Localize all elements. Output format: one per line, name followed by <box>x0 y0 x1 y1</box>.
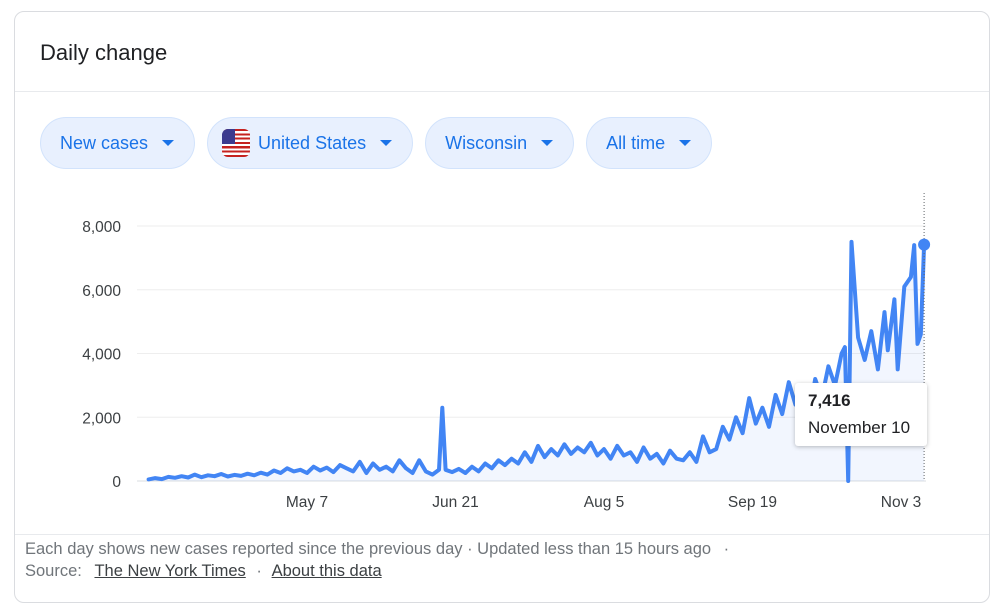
caret-down-icon <box>679 140 692 146</box>
chart-footer: Each day shows new cases reported since … <box>25 538 729 582</box>
filter-bar: New cases United States Wisconsin All ti… <box>40 117 713 169</box>
card-title: Daily change <box>40 40 168 65</box>
tooltip-value: 7,416 <box>808 391 851 410</box>
y-tick-label: 4,000 <box>82 347 121 364</box>
source-label: Source: <box>25 562 82 580</box>
footer-separator: · <box>256 562 262 580</box>
country-dropdown-label: United States <box>258 132 367 153</box>
caret-down-icon <box>541 140 554 146</box>
header-divider <box>15 91 989 92</box>
highlight-point <box>918 238 931 251</box>
x-tick-label: Aug 5 <box>584 494 625 511</box>
caret-down-icon <box>380 140 393 146</box>
state-dropdown[interactable]: Wisconsin <box>425 117 575 169</box>
x-tick-label: Nov 3 <box>881 494 922 511</box>
chart-tooltip: 7,416 November 10 <box>795 383 927 446</box>
us-flag-icon <box>222 129 251 157</box>
x-tick-label: Jun 21 <box>432 494 479 511</box>
country-dropdown[interactable]: United States <box>207 117 414 169</box>
footer-separator: · <box>723 540 730 558</box>
state-dropdown-label: Wisconsin <box>445 132 528 153</box>
y-tick-label: 2,000 <box>82 410 121 427</box>
caret-down-icon <box>162 140 175 146</box>
footer-description: Each day shows new cases reported since … <box>25 540 712 558</box>
x-tick-label: Sep 19 <box>728 494 777 511</box>
source-link[interactable]: The New York Times <box>94 562 246 580</box>
time-range-dropdown-label: All time <box>606 132 666 153</box>
y-tick-label: 8,000 <box>82 219 121 236</box>
x-tick-label: May 7 <box>286 494 328 511</box>
time-range-dropdown[interactable]: All time <box>586 117 713 169</box>
metric-dropdown-label: New cases <box>60 132 149 153</box>
footer-divider <box>15 534 989 535</box>
daily-change-card: Daily change New cases United States Wis… <box>14 11 990 603</box>
y-tick-label: 0 <box>112 474 121 491</box>
tooltip-date: November 10 <box>808 418 911 437</box>
y-tick-label: 6,000 <box>82 283 121 300</box>
about-data-link[interactable]: About this data <box>271 562 382 580</box>
metric-dropdown[interactable]: New cases <box>40 117 196 169</box>
